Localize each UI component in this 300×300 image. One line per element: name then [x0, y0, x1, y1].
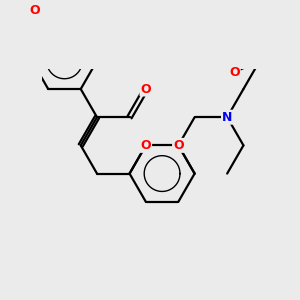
- Text: O: O: [140, 82, 151, 95]
- Text: O: O: [30, 4, 40, 16]
- Text: O: O: [173, 139, 184, 152]
- Text: O: O: [140, 139, 151, 152]
- Text: N: N: [222, 111, 232, 124]
- Text: O: O: [229, 66, 240, 79]
